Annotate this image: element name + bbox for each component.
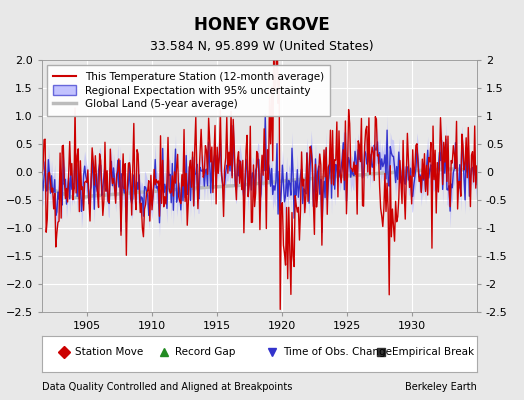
Text: 33.584 N, 95.899 W (United States): 33.584 N, 95.899 W (United States) bbox=[150, 40, 374, 53]
Text: Data Quality Controlled and Aligned at Breakpoints: Data Quality Controlled and Aligned at B… bbox=[42, 382, 292, 392]
Legend: This Temperature Station (12-month average), Regional Expectation with 95% uncer: This Temperature Station (12-month avera… bbox=[47, 65, 330, 116]
Text: Record Gap: Record Gap bbox=[174, 347, 235, 357]
Text: HONEY GROVE: HONEY GROVE bbox=[194, 16, 330, 34]
Text: Time of Obs. Change: Time of Obs. Change bbox=[283, 347, 392, 357]
Text: Station Move: Station Move bbox=[74, 347, 143, 357]
Text: Empirical Break: Empirical Break bbox=[392, 347, 474, 357]
Text: Berkeley Earth: Berkeley Earth bbox=[405, 382, 477, 392]
